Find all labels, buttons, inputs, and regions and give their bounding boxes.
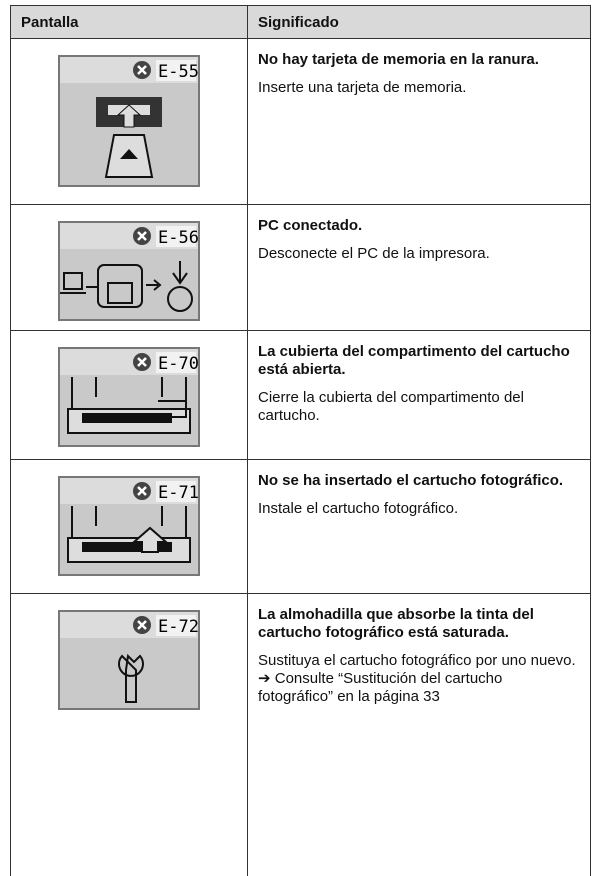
error-title: No se ha insertado el cartucho fotográfi… [258,472,564,489]
icon-part [116,104,142,128]
icon-part [97,264,143,308]
error-title: La cubierta del compartimento del cartuc… [258,343,570,378]
error-code: E-70 [158,354,199,374]
screen-cell: E-72 [10,593,248,876]
icon-part [82,542,172,552]
table-row: E-56 PC conectado. Desconecte el PC de la … [10,204,591,331]
meaning-cell: La almohadilla que absorbe la tinta del … [247,593,591,876]
error-title: PC conectado. [258,217,363,234]
meaning-cell: La cubierta del compartimento del cartuc… [247,330,591,460]
table-body: E-55 No hay tarjeta de memoria en la ranu… [10,38,591,876]
icon-part [131,526,169,553]
meaning-cell: PC conectado. Desconecte el PC de la impr… [247,204,591,331]
error-code: E-55 [158,62,199,82]
error-code: E-56 [158,228,199,248]
code-bg [156,352,196,373]
code-bg [156,226,196,247]
screen-cell: E-55 [10,38,248,205]
error-title: No hay tarjeta de memoria en la ranura. [258,51,539,68]
lcd-screen: E-72 [58,610,200,710]
error-icon-x [137,486,147,496]
error-code: E-71 [158,483,199,503]
error-code: E-72 [158,617,199,637]
icon-part [107,282,133,304]
icon-part [167,286,193,312]
icon-part [63,272,83,290]
header-cell: Pantalla [10,5,248,39]
meaning-cell: No se ha insertado el cartucho fotográfi… [247,459,591,594]
table-row: E-71 No se ha insertado el cartucho fotog… [10,459,591,594]
header-cell: Significado [247,5,591,39]
error-icon-x [137,620,147,630]
icon-part [158,400,187,418]
table-row: E-70 La cubierta del compartimento del ca… [10,330,591,460]
table-row: E-72 La almohadilla que absorbe la tinta … [10,593,591,876]
error-text: Desconecte el PC de la impresora. [258,245,490,262]
error-icon-x [137,65,147,75]
icon-part [172,261,188,285]
code-bg [156,615,196,636]
code-bg [156,481,196,502]
icon-part [146,279,162,291]
screen-cell: E-56 [10,204,248,331]
code-bg [156,60,196,81]
error-text: Cierre la cubierta del compartimento del… [258,389,524,424]
meaning-cell: No hay tarjeta de memoria en la ranura. I… [247,38,591,205]
lcd-screen: E-56 [58,221,200,321]
icon-part [82,413,172,423]
icon-part [120,149,138,159]
error-table: Pantalla Significado E-55 No hay tarjeta … [10,5,591,876]
error-text: Sustituya el cartucho fotográfico por un… [258,652,576,669]
error-icon-x [137,357,147,367]
icon-part [118,653,144,703]
table-row: E-55 No hay tarjeta de memoria en la ranu… [10,38,591,205]
screen-cell: E-70 [10,330,248,460]
error-text: Inserte una tarjeta de memoria. [258,79,467,96]
header-row: Pantalla Significado [10,5,591,39]
document: Pantalla Significado E-55 No hay tarjeta … [10,5,591,876]
error-text: ➔ Consulte “Sustitución del cartucho fot… [258,670,503,705]
lcd-screen: E-70 [58,347,200,447]
error-text: Instale el cartucho fotográfico. [258,500,459,517]
icon-part [71,506,187,538]
error-icon-x [137,231,147,241]
screen-cell: E-71 [10,459,248,594]
error-title: La almohadilla que absorbe la tinta del … [258,606,534,641]
lcd-screen: E-55 [58,55,200,187]
lcd-screen: E-71 [58,476,200,576]
icon-part [71,377,187,409]
